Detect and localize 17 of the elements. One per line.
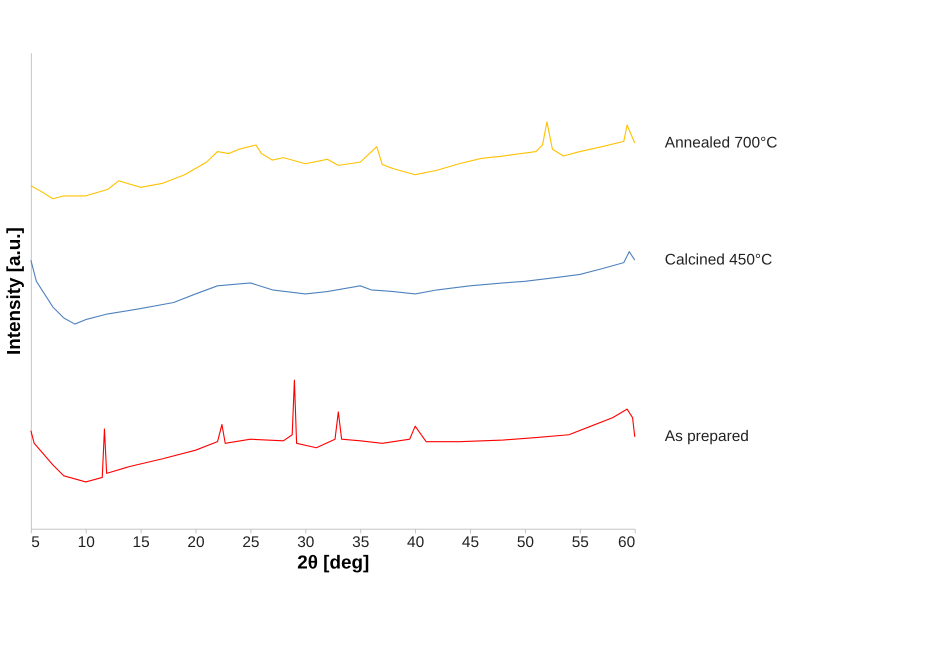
x-tick-label: 50 [516,534,534,552]
x-tick-label: 60 [618,534,636,552]
x-tick-label: 35 [352,534,370,552]
series-label: As prepared [664,428,749,446]
series-label: Annealed 700°C [664,134,778,152]
series-label: Calcined 450°C [664,251,772,268]
x-tick-label: 25 [242,534,260,552]
y-axis-title: Intensity [a.u.] [3,227,24,356]
x-tick-label: 5 [31,534,40,552]
x-tick-label: 15 [132,534,150,552]
x-tick-label: 55 [572,534,589,552]
x-tick-label: 10 [78,534,95,552]
x-tick-label: 20 [187,534,205,552]
x-tick-label: 45 [462,534,480,552]
x-axis-title: 2θ [deg] [297,552,370,573]
x-tick-label: 30 [297,534,314,552]
x-tick-label: 40 [407,534,424,552]
